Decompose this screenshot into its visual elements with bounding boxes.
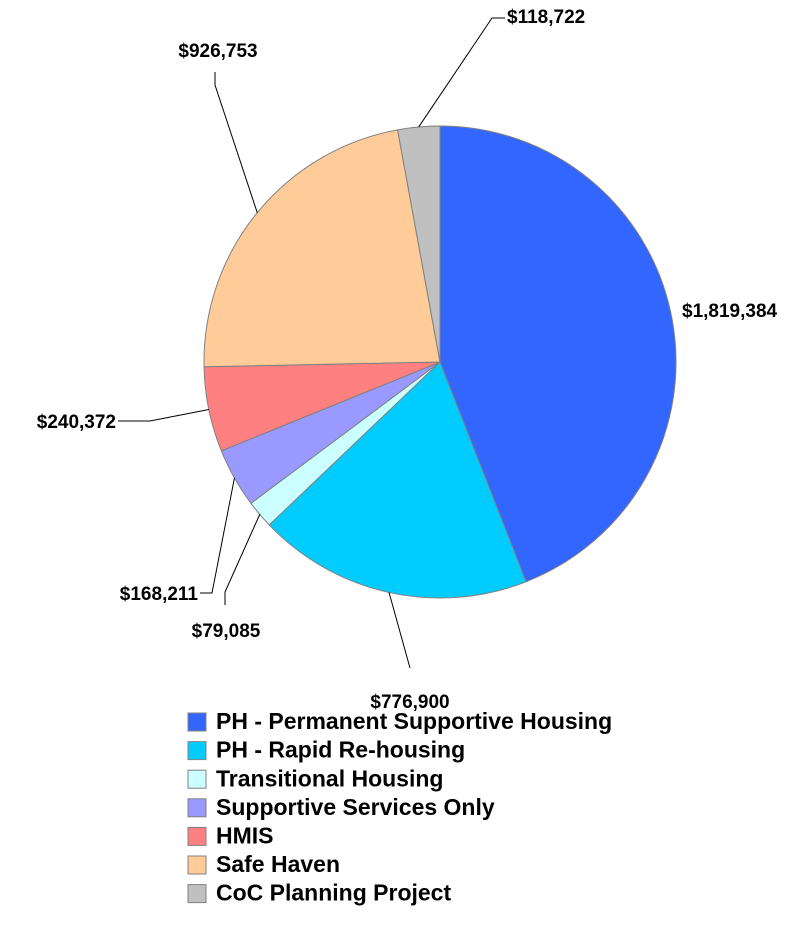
value-label: $776,900: [370, 692, 449, 713]
leader-line: [388, 592, 411, 669]
leader-line: [200, 477, 235, 594]
value-label: $926,753: [178, 41, 257, 62]
value-label: $1,819,384: [682, 301, 778, 322]
legend-swatch: [187, 769, 207, 789]
legend-label: PH - Rapid Re-housing: [216, 737, 465, 763]
legend-swatch: [187, 855, 207, 875]
leader-line: [418, 17, 505, 128]
legend-swatch: [187, 884, 207, 904]
legend-swatch: [187, 798, 207, 818]
leader-line: [224, 514, 261, 605]
value-label: $118,722: [507, 7, 585, 28]
value-label: $79,085: [192, 621, 261, 642]
legend-swatch: [187, 712, 207, 732]
leader-line: [214, 72, 258, 213]
legend-swatch: [187, 741, 207, 761]
legend-label: Safe Haven: [216, 851, 340, 877]
value-label: $168,211: [120, 584, 199, 605]
legend-swatch: [187, 826, 207, 846]
pie-slice: [439, 125, 677, 583]
legend-label: HMIS: [216, 822, 274, 848]
legend-label: CoC Planning Project: [216, 880, 451, 906]
leader-line: [118, 409, 209, 422]
value-label: $240,372: [37, 412, 116, 433]
legend-label: Transitional Housing: [216, 765, 443, 791]
legend-label: PH - Permanent Supportive Housing: [216, 708, 612, 734]
legend-label: Supportive Services Only: [216, 794, 495, 820]
